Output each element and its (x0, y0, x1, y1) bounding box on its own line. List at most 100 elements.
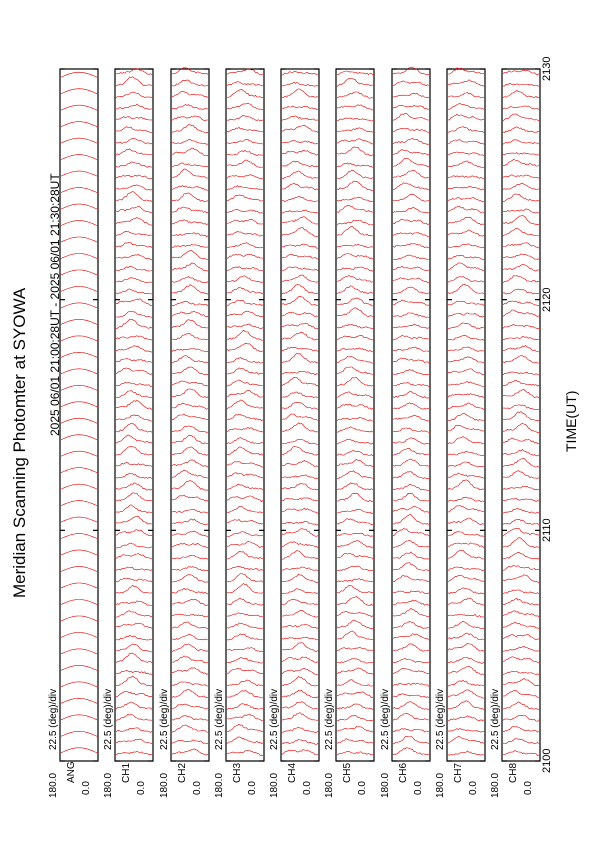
trace-line (115, 184, 153, 191)
trace-line (281, 727, 319, 733)
trace-line (392, 80, 430, 87)
trace-line (115, 622, 153, 629)
trace-line (281, 609, 319, 618)
trace-line (336, 275, 374, 283)
trace-line (392, 127, 430, 133)
trace-line (171, 355, 209, 364)
trace-line (336, 366, 374, 375)
trace-line (281, 370, 319, 376)
trace-line (281, 566, 319, 571)
trace-line (392, 92, 430, 99)
trace-line (281, 642, 319, 652)
trace-line (171, 724, 209, 733)
trace-line (226, 679, 264, 687)
trace-line (392, 137, 430, 145)
trace-line (447, 613, 484, 618)
trace-line (171, 366, 209, 376)
trace-line (447, 151, 485, 156)
trace-line (281, 497, 319, 502)
trace-line (171, 276, 209, 284)
trace-line (392, 182, 429, 191)
trace-line (116, 492, 153, 502)
trace-line (447, 657, 485, 664)
trace-line (226, 750, 264, 756)
trace-line (447, 632, 485, 641)
panel-traces (502, 69, 540, 756)
trace-line (171, 413, 208, 421)
trace-line (447, 381, 485, 387)
chart-panels (59, 66, 541, 762)
trace-line (171, 554, 209, 560)
trace-line (171, 748, 209, 756)
trace-line (336, 715, 374, 722)
trace-line (281, 182, 319, 190)
trace-line (502, 404, 540, 410)
trace-line (226, 208, 264, 214)
trace-line (502, 69, 540, 76)
trace-line (503, 656, 540, 663)
trace-line (447, 566, 485, 572)
trace-line (226, 667, 264, 675)
trace-line (60, 434, 98, 440)
trace-line (281, 749, 319, 755)
trace-line (171, 206, 209, 213)
trace-line (172, 587, 209, 595)
panel-traces (336, 70, 374, 756)
trace-line (447, 735, 485, 744)
trace-line (502, 264, 540, 272)
trace-line (171, 348, 209, 353)
trace-line (115, 504, 153, 514)
trace-line (281, 528, 319, 537)
trace-line (281, 170, 319, 180)
trace-line (447, 186, 485, 191)
trace-line (392, 243, 430, 249)
trace-line (226, 102, 264, 111)
trace-line (281, 209, 319, 214)
x-tick-label: 2110 (541, 518, 553, 543)
trace-line (115, 566, 153, 571)
trace-line (60, 302, 98, 309)
trace-line (226, 427, 264, 433)
trace-line (502, 345, 540, 353)
trace-line (392, 713, 430, 721)
trace-line (447, 275, 485, 283)
trace-line (447, 700, 485, 710)
trace-line (447, 679, 485, 687)
panel-channel-label: CH5 (342, 762, 353, 783)
trace-line (115, 310, 153, 318)
trace-line (226, 310, 264, 318)
trace-line (336, 470, 374, 479)
trace-line (447, 542, 485, 549)
trace-line (336, 630, 374, 641)
trace-line (115, 335, 153, 341)
trace-line (336, 377, 374, 387)
trace-line (281, 216, 318, 225)
panel-y-min-label: 0.0 (81, 781, 92, 795)
trace-line (115, 161, 153, 168)
trace-line (502, 565, 540, 571)
trace-line (226, 713, 264, 721)
trace-line (502, 253, 540, 260)
trace-line (447, 689, 485, 699)
panel-ang (59, 68, 99, 762)
trace-line (447, 254, 485, 260)
trace-line (502, 371, 540, 376)
panel-y-max-label: 180.0 (380, 772, 391, 798)
trace-line (171, 518, 209, 525)
trace-line (393, 693, 430, 698)
trace-line (115, 298, 153, 306)
panel-traces (226, 68, 264, 756)
x-tick-label: 2130 (541, 56, 553, 81)
trace-line (171, 79, 209, 87)
trace-line (60, 500, 98, 506)
trace-line (115, 472, 153, 479)
trace-line (115, 738, 153, 744)
trace-line (60, 88, 98, 94)
trace-line (281, 331, 319, 341)
trace-line (171, 613, 209, 617)
panel-frame (391, 68, 431, 762)
trace-line (392, 414, 430, 422)
trace-line (502, 324, 540, 330)
trace-line (60, 599, 98, 605)
trace-line (115, 529, 153, 537)
